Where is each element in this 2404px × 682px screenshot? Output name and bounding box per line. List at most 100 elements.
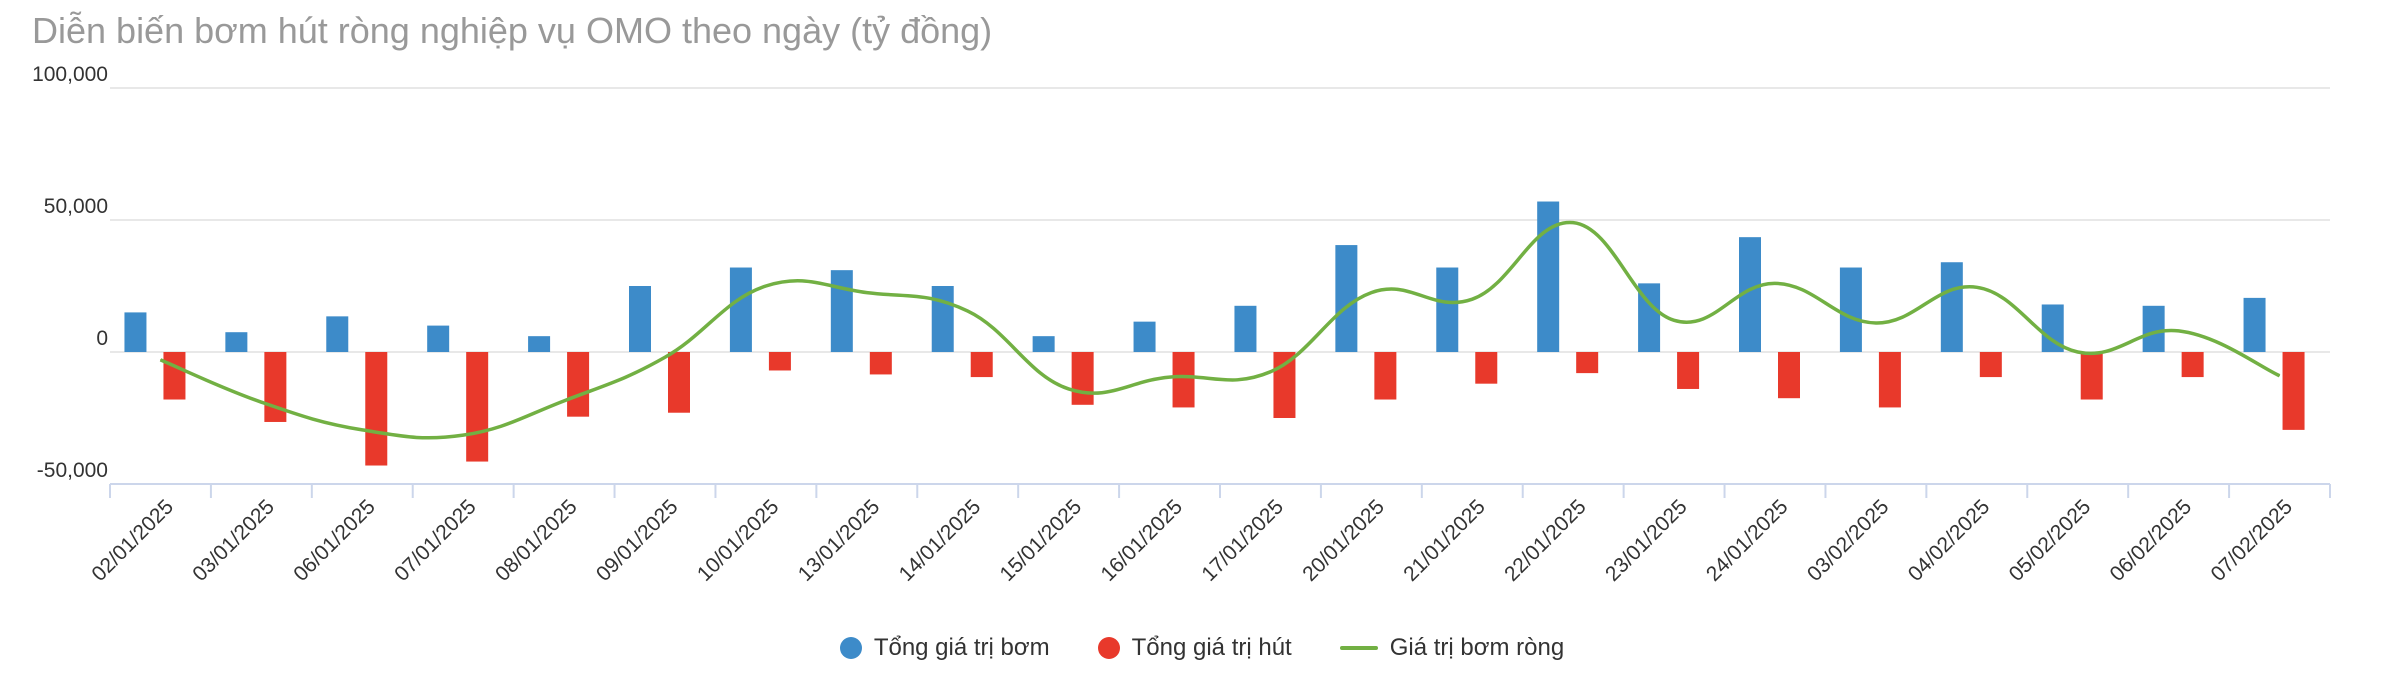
net-line-point — [563, 400, 565, 402]
x-tick-label: 03/02/2025 — [1803, 495, 1894, 586]
x-tick-label: 06/01/2025 — [289, 495, 380, 586]
bar-outflow — [1374, 352, 1397, 400]
net-line-point — [1875, 322, 1877, 324]
bar-outflow — [163, 352, 186, 400]
bar-inflow — [729, 267, 752, 352]
bar-outflow — [2080, 352, 2103, 400]
bar-outflow — [264, 352, 287, 422]
bar-outflow — [1475, 352, 1498, 384]
legend-item-inflow[interactable]: Tổng giá trị bơm — [839, 634, 1050, 662]
x-tick-label: 23/01/2025 — [1601, 495, 1692, 586]
net-line-point — [1370, 292, 1372, 294]
x-tick-label: 04/02/2025 — [1904, 495, 1995, 586]
bar-inflow — [1436, 267, 1459, 352]
x-tick-label: 07/01/2025 — [390, 495, 481, 586]
bar-outflow — [2181, 352, 2204, 378]
bar-inflow — [1032, 336, 1055, 352]
bar-outflow — [869, 352, 892, 375]
legend-label-inflow: Tổng giá trị bơm — [873, 634, 1050, 661]
x-tick-label: 20/01/2025 — [1298, 495, 1389, 586]
x-tick-label: 15/01/2025 — [996, 495, 1087, 586]
bar-inflow — [1940, 262, 1963, 352]
bar-inflow — [2142, 305, 2165, 352]
bar-inflow — [326, 316, 349, 352]
bar-outflow — [1778, 352, 1800, 399]
bar-inflow — [1839, 267, 1862, 352]
x-tick-label: 24/01/2025 — [1702, 495, 1793, 586]
net-line-point — [1976, 286, 1978, 288]
bar-inflow — [225, 332, 248, 352]
y-tick-label: 100,000 — [32, 63, 108, 86]
bar-inflow — [1537, 201, 1560, 352]
y-tick-label: 0 — [96, 327, 108, 350]
x-tick-label: 09/01/2025 — [592, 495, 683, 586]
bar-inflow — [2041, 304, 2064, 352]
bar-outflow — [1273, 352, 1296, 418]
net-line-point — [1673, 319, 1675, 321]
x-tick-label: 21/01/2025 — [1399, 495, 1490, 586]
bar-outflow — [1677, 352, 1700, 389]
bar-outflow — [1878, 352, 1901, 408]
net-line-point — [1269, 371, 1271, 373]
x-tick-label: 10/01/2025 — [693, 495, 784, 586]
bar-inflow — [528, 336, 551, 352]
net-line-point — [1471, 298, 1473, 300]
net-line-point — [1169, 376, 1171, 378]
legend-swatch-outflow — [1097, 637, 1120, 659]
net-line-point — [1572, 222, 1574, 224]
x-tick-label: 17/01/2025 — [1197, 495, 1288, 586]
bar-outflow — [567, 352, 590, 417]
net-line-point — [2178, 330, 2180, 332]
net-line-point — [2077, 351, 2079, 353]
bar-inflow — [1739, 237, 1761, 352]
net-line-point — [765, 285, 767, 287]
bar-inflow — [830, 270, 853, 352]
bar-inflow — [931, 286, 954, 352]
bar-inflow — [1234, 305, 1257, 352]
bar-outflow — [1979, 352, 2002, 378]
net-line-point — [260, 401, 262, 403]
chart-title: Diễn biến bơm hút ròng nghiệp vụ OMO the… — [32, 10, 993, 51]
net-line-series — [159, 220, 2281, 440]
x-tick-label: 08/01/2025 — [491, 495, 582, 586]
net-line-point — [361, 429, 363, 431]
x-tick-label: 22/01/2025 — [1500, 495, 1591, 586]
x-tick-label: 06/02/2025 — [2106, 495, 2197, 586]
bar-outflow — [1576, 352, 1599, 374]
bar-outflow — [1172, 352, 1195, 408]
net-line-point — [664, 356, 666, 358]
bar-inflow — [2243, 297, 2266, 352]
bar-outflow — [365, 352, 388, 466]
x-tick-label: 03/01/2025 — [188, 495, 279, 586]
legend-item-net[interactable]: Giá trị bơm ròng — [1339, 634, 1565, 662]
bar-outflow — [1071, 352, 1094, 405]
net-line-point — [967, 310, 969, 312]
legend-label-outflow: Tổng giá trị hút — [1131, 634, 1292, 661]
bar-inflow — [1335, 245, 1358, 352]
bar-outflow — [466, 352, 489, 462]
net-line-point — [462, 434, 464, 436]
chart-legend: Tổng giá trị bơm Tổng giá trị hút Giá tr… — [0, 634, 2404, 662]
net-line-point — [2279, 375, 2281, 377]
x-tick-label: 14/01/2025 — [895, 495, 986, 586]
legend-item-outflow[interactable]: Tổng giá trị hút — [1097, 634, 1292, 662]
bar-inflow — [1133, 321, 1156, 352]
net-line-point — [159, 359, 161, 361]
x-tick-label: 02/01/2025 — [87, 495, 178, 586]
bar-outflow — [768, 352, 791, 371]
bar-outflow — [970, 352, 993, 378]
net-line-point — [1068, 388, 1070, 390]
y-tick-label: -50,000 — [37, 459, 108, 482]
x-tick-label: 16/01/2025 — [1096, 495, 1187, 586]
legend-swatch-net — [1339, 646, 1378, 650]
bar-outflow — [2282, 352, 2305, 430]
y-tick-label: 50,000 — [44, 195, 108, 218]
bar-inflow — [1638, 283, 1661, 352]
x-tick-label: 13/01/2025 — [794, 495, 885, 586]
bar-outflow — [668, 352, 690, 413]
legend-label-net: Giá trị bơm ròng — [1389, 634, 1565, 661]
net-line-point — [866, 292, 868, 294]
bar-inflow — [629, 286, 651, 352]
